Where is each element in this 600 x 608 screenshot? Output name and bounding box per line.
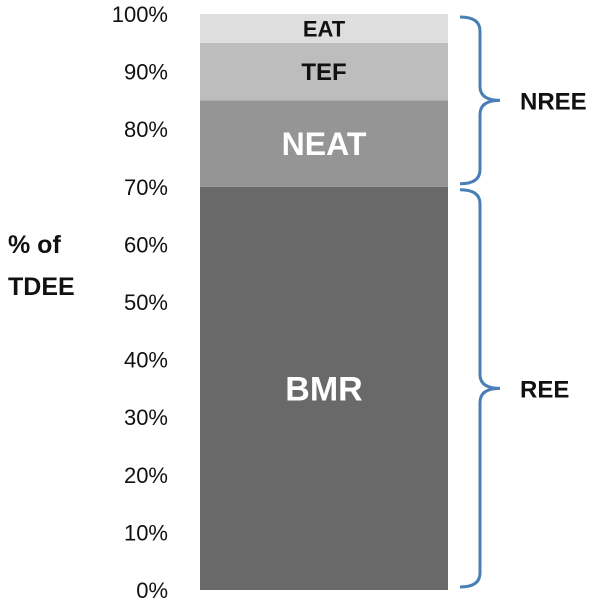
y-tick-label: 10% bbox=[124, 520, 168, 545]
bar-segment-eat bbox=[200, 14, 448, 43]
y-tick-label: 80% bbox=[124, 117, 168, 142]
y-axis-label-line-1: % of bbox=[8, 231, 61, 259]
y-tick-label: 20% bbox=[124, 463, 168, 488]
bracket-nree bbox=[459, 15, 501, 186]
bracket-ree bbox=[459, 188, 501, 589]
bracket-label-nree: NREE bbox=[520, 88, 587, 115]
y-axis-label: % of TDEE bbox=[8, 231, 75, 301]
bar-segment-neat bbox=[200, 100, 448, 187]
y-tick-label: 100% bbox=[112, 2, 168, 27]
y-tick-label: 60% bbox=[124, 232, 168, 257]
y-tick-label: 40% bbox=[124, 348, 168, 373]
segment-label-neat: NEAT bbox=[282, 126, 367, 162]
y-tick-label: 30% bbox=[124, 405, 168, 430]
y-tick-label: 70% bbox=[124, 175, 168, 200]
y-axis-ticks: 0% 10% 20% 30% 40% 50% 60% 70% 80% 90% 100% bbox=[112, 2, 168, 603]
segment-label-bmr: BMR bbox=[285, 371, 362, 409]
bar-segments: BMR NEAT TEF EAT bbox=[200, 14, 448, 591]
bar-segment-tef bbox=[200, 42, 448, 101]
y-axis-label-line-2: TDEE bbox=[8, 273, 75, 301]
y-tick-label: 0% bbox=[136, 578, 168, 603]
brackets: NREE REE bbox=[459, 15, 587, 589]
bar-segment-bmr bbox=[200, 186, 448, 591]
y-tick-label: 50% bbox=[124, 290, 168, 315]
segment-label-eat: EAT bbox=[303, 16, 346, 41]
bracket-label-ree: REE bbox=[520, 376, 569, 403]
y-tick-label: 90% bbox=[124, 60, 168, 85]
segment-label-tef: TEF bbox=[301, 59, 346, 86]
